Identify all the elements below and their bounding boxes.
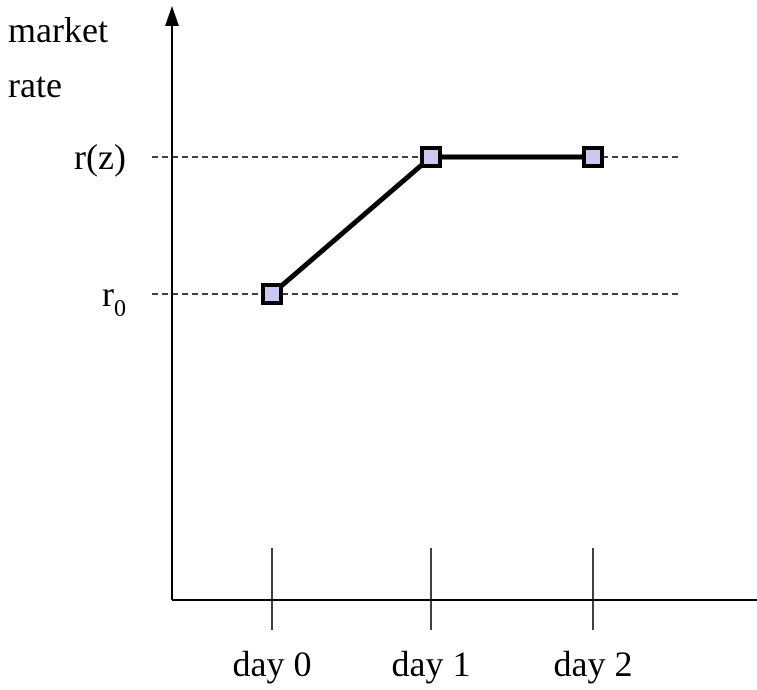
data-point-0 [261, 283, 283, 305]
y-axis-label-line1: market [8, 10, 108, 50]
level-label-r0: r0 [102, 274, 126, 322]
x-tick-label-0: day 0 [233, 644, 312, 684]
series [261, 146, 604, 305]
y-axis-arrow-icon [165, 6, 179, 26]
x-tick-label-1: day 1 [392, 644, 471, 684]
data-point-1 [420, 146, 442, 168]
axes [165, 6, 757, 601]
x-ticks: day 0 day 1 day 2 [233, 548, 633, 684]
series-line-0 [270, 154, 593, 296]
data-point-2 [582, 146, 604, 168]
x-tick-label-2: day 2 [554, 644, 633, 684]
y-axis-label-line2: rate [8, 65, 62, 105]
level-label-rz: r(z) [74, 137, 126, 177]
